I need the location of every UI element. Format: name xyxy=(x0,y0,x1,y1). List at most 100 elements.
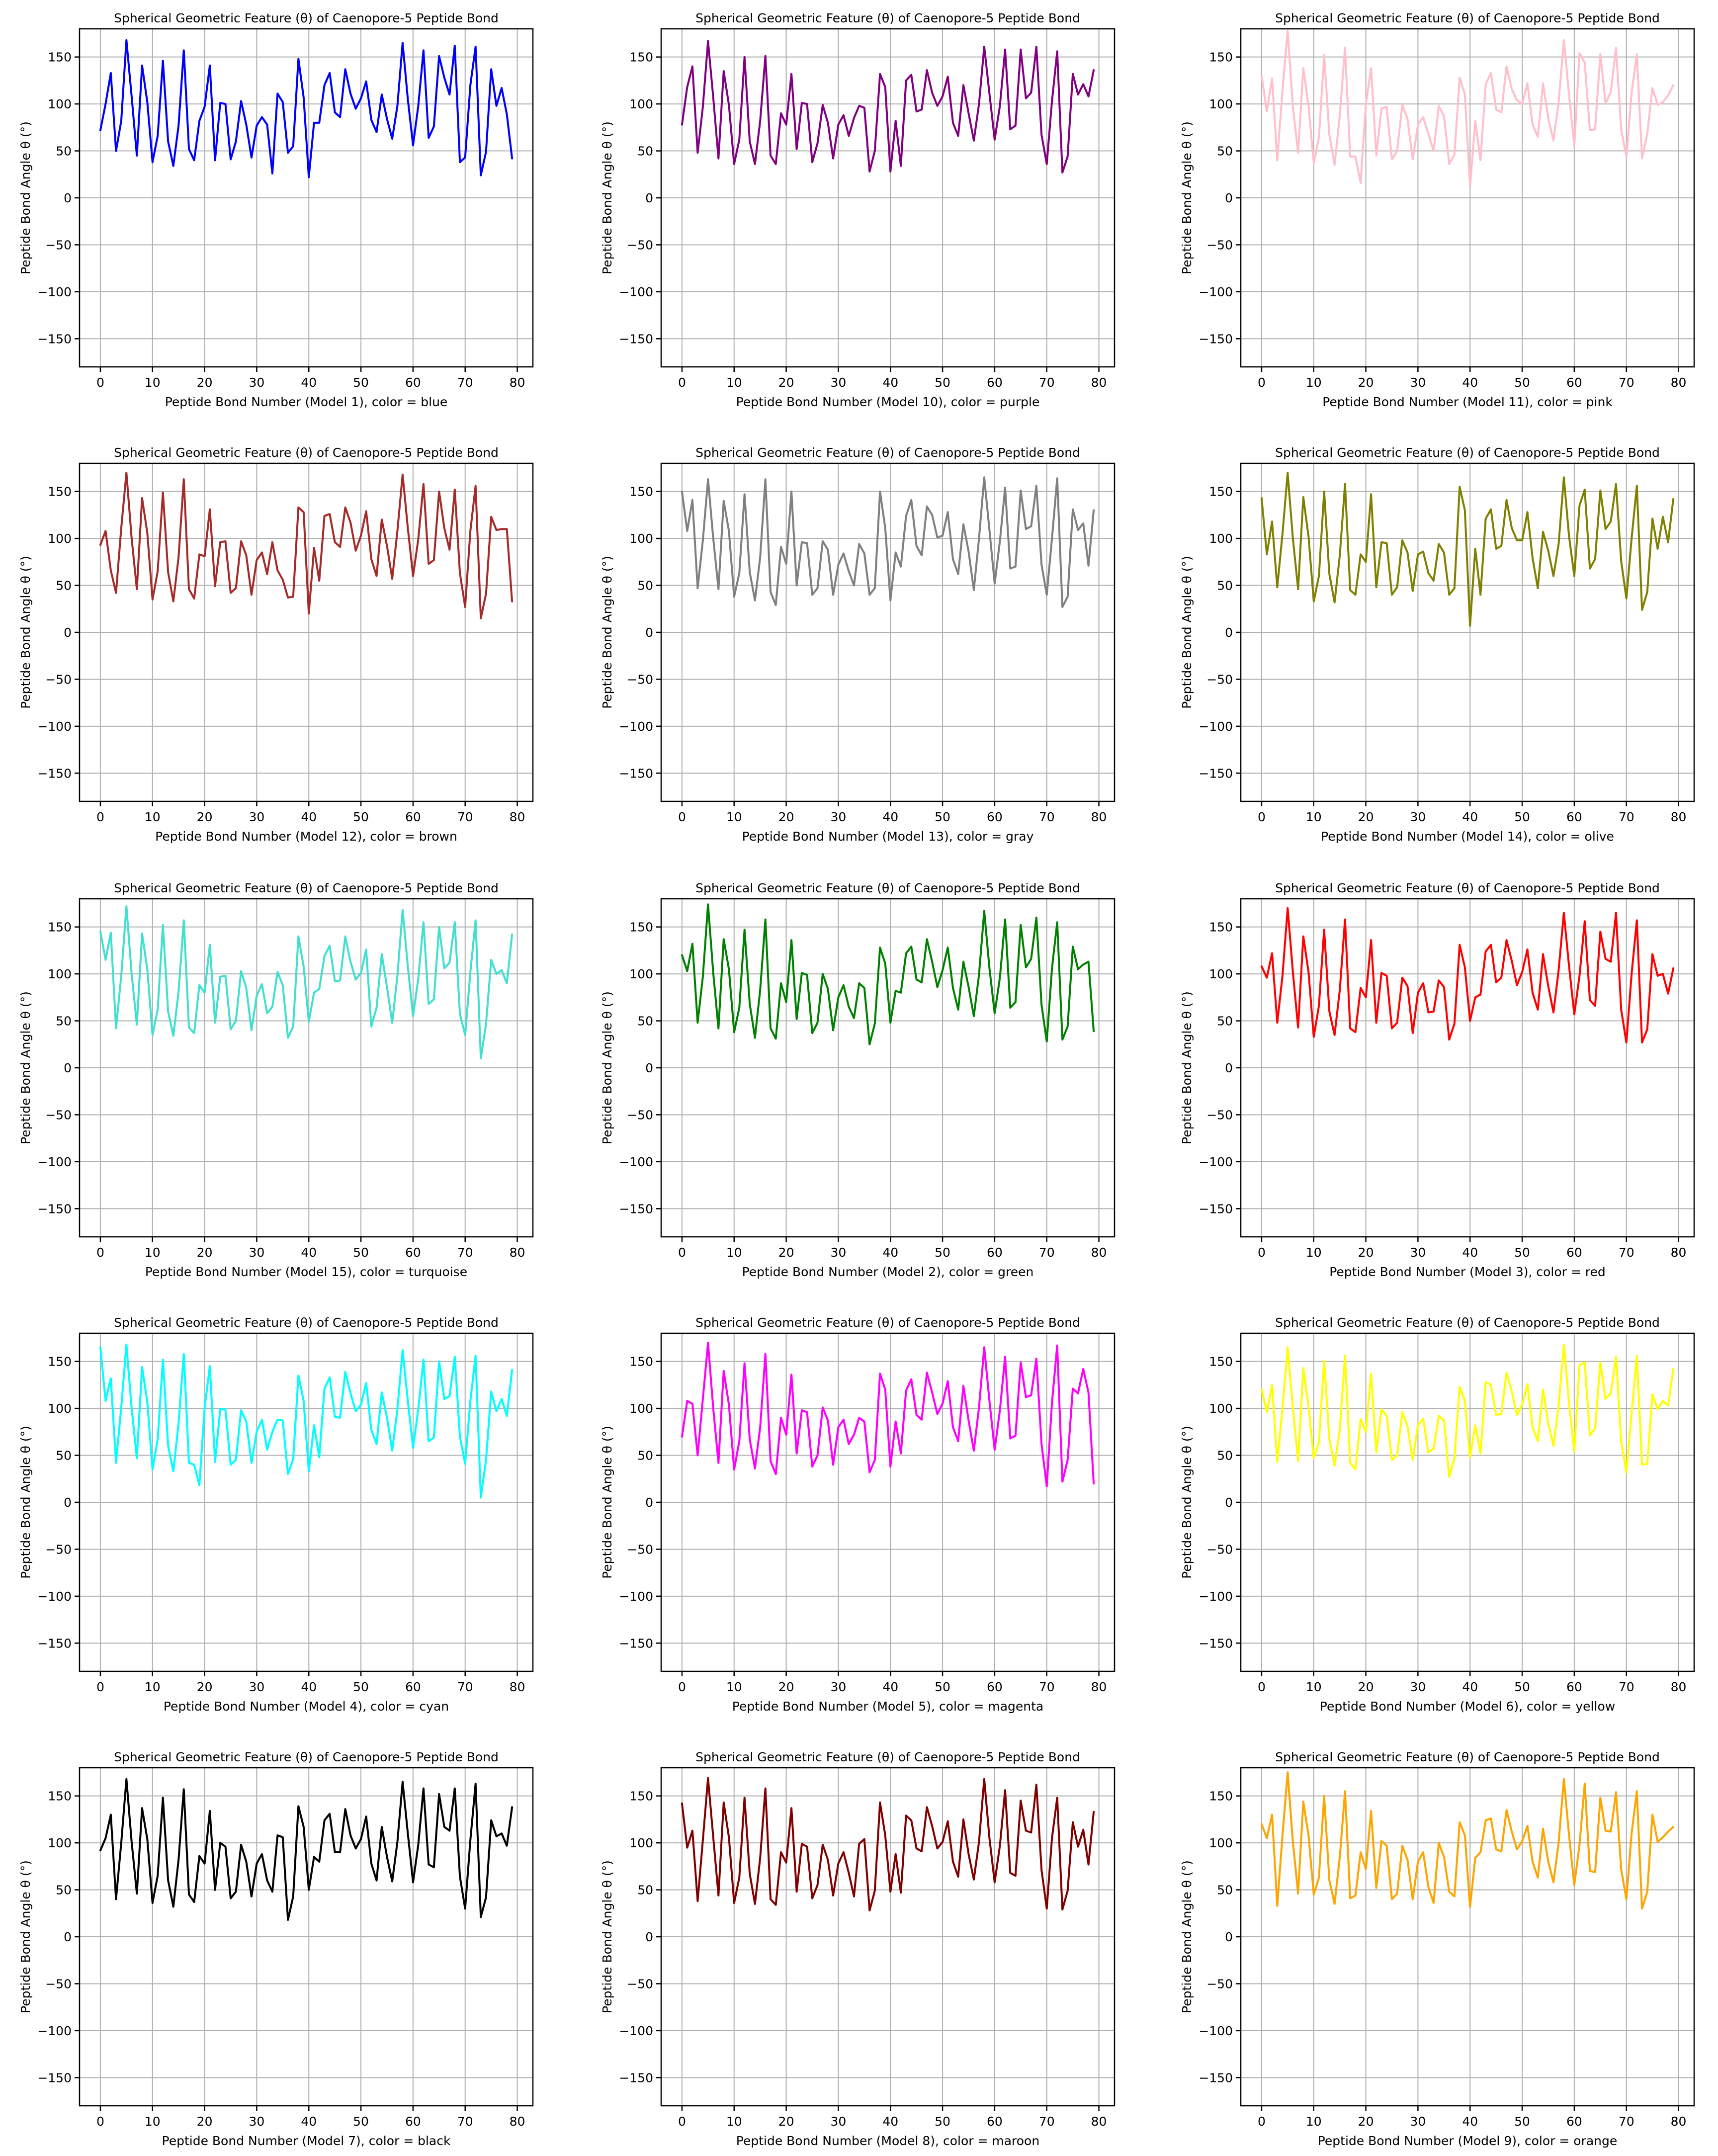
x-axis-label: Peptide Bond Number (Model 9), color = o… xyxy=(1318,2134,1618,2148)
y-tick-label: 0 xyxy=(645,1930,653,1944)
chart-panel: 0 10 20 30 40 50 60 70 80 −150 −100 −50 0 50 100 150 Sph… xyxy=(1180,881,1695,1279)
series-line xyxy=(1260,1343,1675,1478)
y-tick-label: −50 xyxy=(45,1977,72,1991)
chart-panel: 0 10 20 30 40 50 60 70 80 −150 −100 −50 0 50 100 150 Sph… xyxy=(18,445,534,844)
y-tick-label: 150 xyxy=(629,920,653,935)
x-tick-label: 80 xyxy=(1671,810,1687,824)
x-tick-label: 70 xyxy=(1039,1245,1055,1260)
y-axis-label: Peptide Bond Angle θ (°) xyxy=(1180,556,1194,709)
y-tick-label: 150 xyxy=(48,1789,72,1804)
y-tick-label: −100 xyxy=(1199,2024,1233,2038)
series-line xyxy=(681,476,1095,608)
x-tick-label: 10 xyxy=(145,375,161,390)
x-tick-label: 10 xyxy=(145,2114,161,2129)
y-tick-label: −100 xyxy=(619,1589,653,1604)
x-tick-label: 50 xyxy=(935,2114,950,2129)
x-tick-label: 10 xyxy=(1306,375,1322,390)
x-tick-label: 60 xyxy=(1566,1245,1582,1260)
x-tick-label: 50 xyxy=(353,810,369,824)
x-tick-label: 50 xyxy=(1514,1245,1530,1260)
x-tick-label: 20 xyxy=(197,810,213,824)
x-tick-label: 50 xyxy=(353,2114,369,2129)
x-tick-label: 70 xyxy=(1039,1680,1055,1694)
x-tick-label: 40 xyxy=(1462,375,1478,390)
x-tick-label: 0 xyxy=(1258,2114,1266,2129)
series-line xyxy=(1260,1771,1675,1910)
x-tick-label: 0 xyxy=(678,1680,686,1694)
x-tick-label: 70 xyxy=(1039,810,1055,824)
y-tick-label: −50 xyxy=(1206,238,1233,252)
x-tick-label: 70 xyxy=(1619,1245,1634,1260)
y-tick-label: 150 xyxy=(1209,1789,1233,1804)
x-tick-label: 60 xyxy=(405,375,421,390)
y-axis-label: Peptide Bond Angle θ (°) xyxy=(600,1860,614,2013)
x-tick-label: 40 xyxy=(1462,810,1478,824)
chart-title: Spherical Geometric Feature (θ) of Caeno… xyxy=(1275,11,1660,25)
chart-title: Spherical Geometric Feature (θ) of Caeno… xyxy=(114,881,499,895)
x-tick-label: 50 xyxy=(935,1680,950,1694)
chart-title: Spherical Geometric Feature (θ) of Caeno… xyxy=(114,1315,499,1330)
x-axis-label: Peptide Bond Number (Model 14), color = … xyxy=(1321,829,1614,844)
y-tick-label: −100 xyxy=(619,285,653,299)
chart-title: Spherical Geometric Feature (θ) of Caeno… xyxy=(1275,1315,1660,1330)
x-tick-label: 80 xyxy=(1091,1245,1107,1260)
y-axis-label: Peptide Bond Angle θ (°) xyxy=(600,556,614,709)
chart-panel: 0 10 20 30 40 50 60 70 80 −150 −100 −50 0 50 100 150 Sph… xyxy=(1180,11,1695,409)
y-tick-label: 50 xyxy=(56,1014,72,1029)
y-tick-label: −100 xyxy=(619,719,653,734)
x-tick-label: 70 xyxy=(1619,810,1634,824)
y-tick-label: −150 xyxy=(619,2070,653,2085)
y-tick-label: −100 xyxy=(37,2024,72,2038)
y-axis-label: Peptide Bond Angle θ (°) xyxy=(18,991,33,1144)
y-tick-label: 100 xyxy=(48,1401,72,1416)
x-tick-label: 30 xyxy=(249,1245,265,1260)
y-tick-label: 50 xyxy=(1217,144,1233,159)
x-axis-label: Peptide Bond Number (Model 13), color = … xyxy=(742,829,1034,844)
x-tick-label: 20 xyxy=(1358,810,1374,824)
y-tick-label: 100 xyxy=(629,97,653,111)
x-tick-label: 70 xyxy=(1619,375,1634,390)
x-axis-label: Peptide Bond Number (Model 11), color = … xyxy=(1322,395,1613,409)
x-tick-label: 60 xyxy=(1566,810,1582,824)
x-tick-label: 60 xyxy=(987,1245,1003,1260)
x-tick-label: 20 xyxy=(1358,2114,1374,2129)
x-tick-label: 0 xyxy=(678,375,686,390)
series-line xyxy=(681,40,1095,173)
x-axis-label: Peptide Bond Number (Model 4), color = c… xyxy=(164,1699,449,1714)
y-axis-label: Peptide Bond Angle θ (°) xyxy=(600,991,614,1144)
x-tick-label: 60 xyxy=(1566,375,1582,390)
x-tick-label: 60 xyxy=(987,810,1003,824)
y-tick-label: 50 xyxy=(637,1449,653,1463)
y-tick-label: −100 xyxy=(37,285,72,299)
y-tick-label: −50 xyxy=(1206,672,1233,687)
y-tick-label: −50 xyxy=(45,672,72,687)
y-tick-label: 50 xyxy=(637,1014,653,1029)
y-tick-label: 50 xyxy=(56,1449,72,1463)
y-tick-label: 150 xyxy=(48,1355,72,1369)
y-axis-label: Peptide Bond Angle θ (°) xyxy=(18,1860,33,2013)
y-tick-label: 50 xyxy=(56,144,72,159)
chart-title: Spherical Geometric Feature (θ) of Caeno… xyxy=(114,445,499,460)
series-line xyxy=(1260,29,1675,188)
y-tick-label: 100 xyxy=(629,1836,653,1850)
y-tick-label: 0 xyxy=(645,1061,653,1075)
x-tick-label: 10 xyxy=(1306,1245,1322,1260)
x-tick-label: 20 xyxy=(197,1680,213,1694)
y-axis-label: Peptide Bond Angle θ (°) xyxy=(600,121,614,274)
x-tick-label: 10 xyxy=(726,375,742,390)
y-tick-label: 0 xyxy=(64,625,72,640)
y-axis-label: Peptide Bond Angle θ (°) xyxy=(1180,1860,1194,2013)
y-tick-label: 0 xyxy=(645,1495,653,1510)
series-line xyxy=(1260,471,1675,627)
x-tick-label: 70 xyxy=(457,1245,473,1260)
x-tick-label: 60 xyxy=(1566,1680,1582,1694)
x-tick-label: 10 xyxy=(1306,810,1322,824)
x-tick-label: 80 xyxy=(1091,1680,1107,1694)
y-tick-label: 150 xyxy=(629,50,653,65)
x-axis-label: Peptide Bond Number (Model 2), color = g… xyxy=(742,1265,1034,1279)
y-tick-label: 100 xyxy=(48,97,72,111)
chart-panel: 0 10 20 30 40 50 60 70 80 −150 −100 −50 0 50 100 150 Sph… xyxy=(18,1750,534,2148)
y-tick-label: 150 xyxy=(1209,920,1233,935)
x-tick-label: 50 xyxy=(1514,810,1530,824)
y-tick-label: −100 xyxy=(1199,285,1233,299)
